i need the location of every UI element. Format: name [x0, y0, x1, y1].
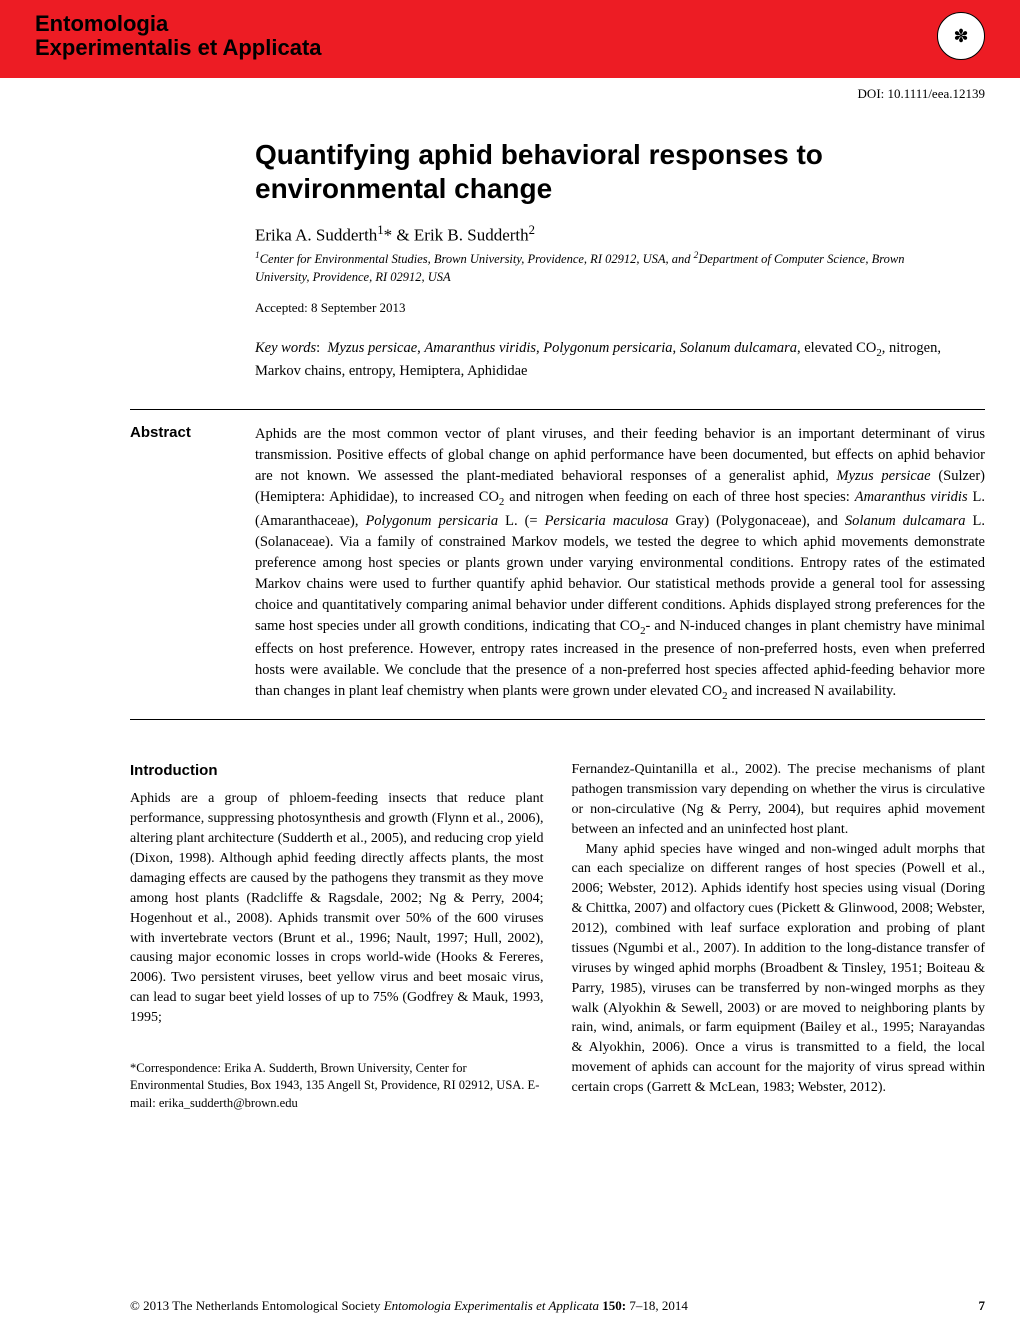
intro-paragraph-2: Fernandez-Quintanilla et al., 2002). The…	[572, 760, 986, 840]
abstract-section: Abstract Aphids are the most common vect…	[130, 424, 985, 705]
journal-header: Entomologia Experimentalis et Applicata …	[0, 0, 1020, 78]
article-title: Quantifying aphid behavioral responses t…	[255, 138, 955, 205]
column-right: Fernandez-Quintanilla et al., 2002). The…	[572, 760, 986, 1112]
column-left: Introduction Aphids are a group of phloe…	[130, 760, 544, 1112]
page-number: 7	[979, 1298, 986, 1314]
keywords: Key words: Myzus persicae, Amaranthus vi…	[255, 338, 955, 383]
title-block: Quantifying aphid behavioral responses t…	[255, 138, 955, 383]
keywords-colon: :	[316, 340, 327, 356]
correspondence-note: *Correspondence: Erika A. Sudderth, Brow…	[130, 1060, 544, 1113]
journal-logo-icon: ✽	[937, 12, 985, 60]
keywords-label: Key words	[255, 340, 316, 356]
divider-bottom	[130, 719, 985, 720]
affiliations: 1Center for Environmental Studies, Brown…	[255, 250, 955, 286]
intro-paragraph-1: Aphids are a group of phloem-feeding ins…	[130, 789, 544, 1028]
body-columns: Introduction Aphids are a group of phloe…	[130, 760, 985, 1112]
divider-top	[130, 409, 985, 410]
doi-label: DOI: 10.1111/eea.12139	[858, 86, 985, 102]
journal-title-line2: Experimentalis et Applicata	[35, 35, 322, 60]
accepted-date: Accepted: 8 September 2013	[255, 300, 955, 316]
abstract-text: Aphids are the most common vector of pla…	[255, 424, 985, 705]
introduction-heading: Introduction	[130, 760, 544, 781]
authors: Erika A. Sudderth1* & Erik B. Sudderth2	[255, 223, 955, 246]
intro-paragraph-3: Many aphid species have winged and non-w…	[572, 840, 986, 1098]
page-footer: © 2013 The Netherlands Entomological Soc…	[130, 1298, 985, 1314]
journal-title: Entomologia Experimentalis et Applicata	[35, 12, 1020, 60]
footer-copyright: © 2013 The Netherlands Entomological Soc…	[130, 1298, 688, 1314]
logo-glyph: ✽	[953, 26, 968, 47]
abstract-label: Abstract	[130, 424, 255, 705]
journal-title-line1: Entomologia	[35, 11, 168, 36]
keywords-text: Myzus persicae, Amaranthus viridis, Poly…	[255, 340, 941, 379]
